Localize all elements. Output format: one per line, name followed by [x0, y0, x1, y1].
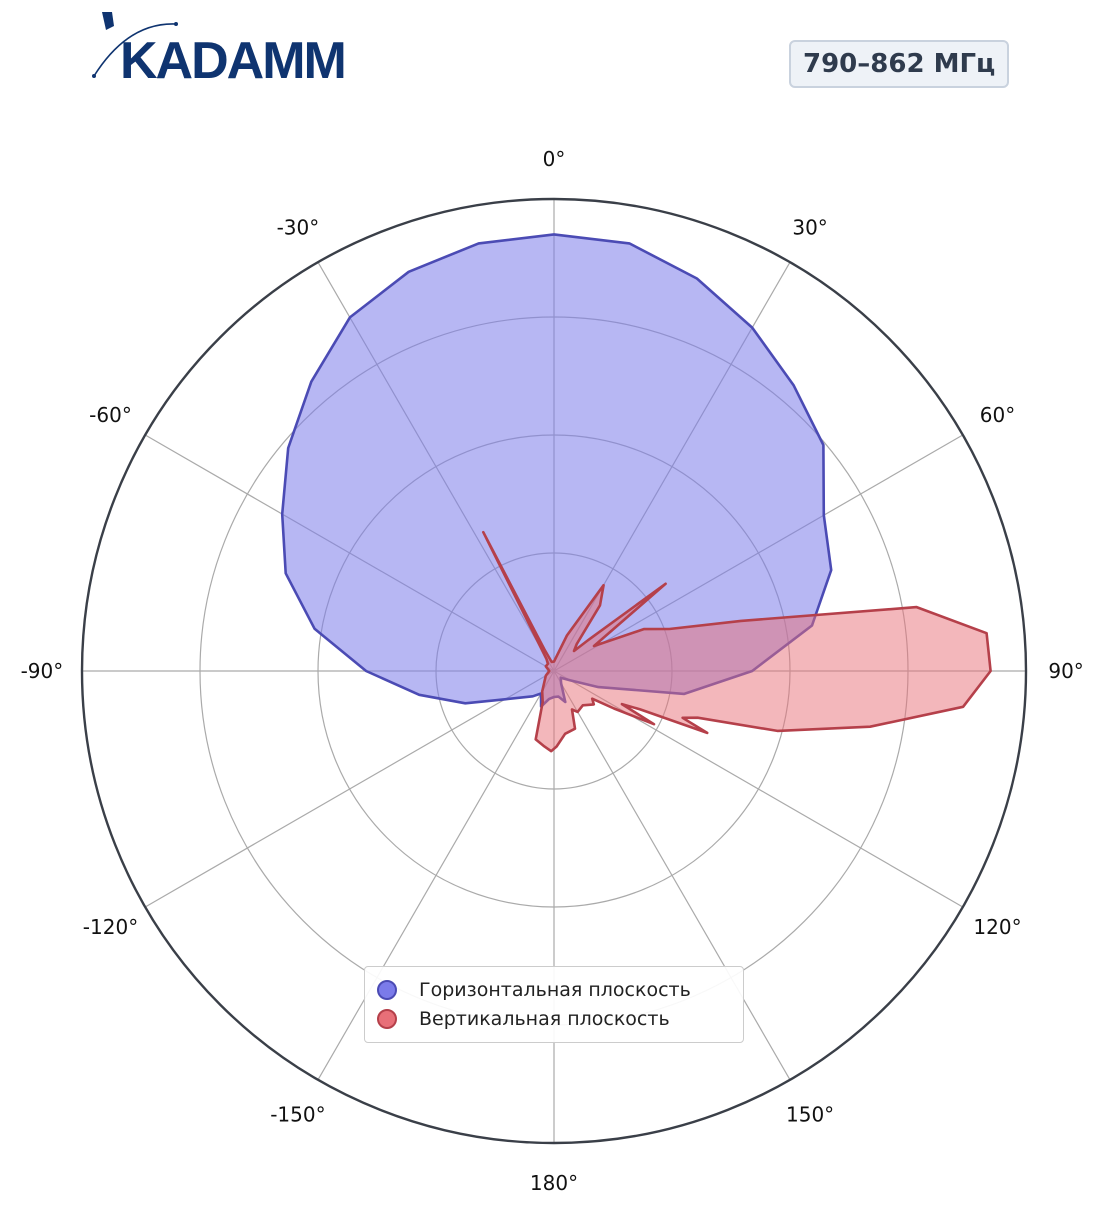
legend-label-vertical: Вертикальная плоскость [419, 1007, 670, 1030]
angle-tick-label: 30° [792, 216, 827, 240]
grid-spoke [144, 670, 555, 908]
frequency-badge: 790–862 МГц [789, 40, 1010, 88]
grid-spoke [317, 670, 555, 1081]
angle-tick-label: 90° [1048, 659, 1083, 683]
logo-dot-icon [92, 74, 96, 78]
series-layer [280, 233, 992, 753]
logo-arc-icon [93, 23, 177, 77]
angle-tick-label: -90° [21, 659, 64, 683]
series-vertical-area [482, 530, 992, 753]
legend: Горизонтальная плоскость Вертикальная пл… [364, 966, 744, 1043]
angle-tick-label: 120° [973, 915, 1021, 939]
angle-tick-label: 60° [980, 403, 1015, 427]
angle-tick-label: 150° [786, 1103, 834, 1127]
angle-tick-labels: 0° 30° 60° 90° 120° 150° 180° -150° -120° -90° -60… [21, 147, 1084, 1195]
grid-spoke [553, 670, 791, 1081]
logo-mark-icon [102, 12, 114, 30]
legend-item-horizontal: Горизонтальная плоскость [377, 975, 731, 1004]
legend-marker-vertical [377, 1008, 397, 1029]
logo-text: KADAMM [120, 32, 345, 88]
logo-dot-icon [174, 22, 178, 26]
legend-item-vertical: Вертикальная плоскость [377, 1004, 731, 1033]
angle-tick-label: 0° [543, 147, 566, 171]
outer-ring [80, 197, 1028, 1145]
angle-tick-label: -30° [277, 216, 320, 240]
kadamm-logo: KADAMM [88, 8, 368, 90]
angle-tick-label: -150° [270, 1103, 325, 1127]
angle-tick-label: -60° [89, 403, 132, 427]
angle-tick-label: -120° [83, 915, 138, 939]
angle-tick-label: 180° [530, 1171, 578, 1195]
legend-label-horizontal: Горизонтальная плоскость [419, 978, 691, 1001]
legend-marker-horizontal [377, 979, 397, 1000]
